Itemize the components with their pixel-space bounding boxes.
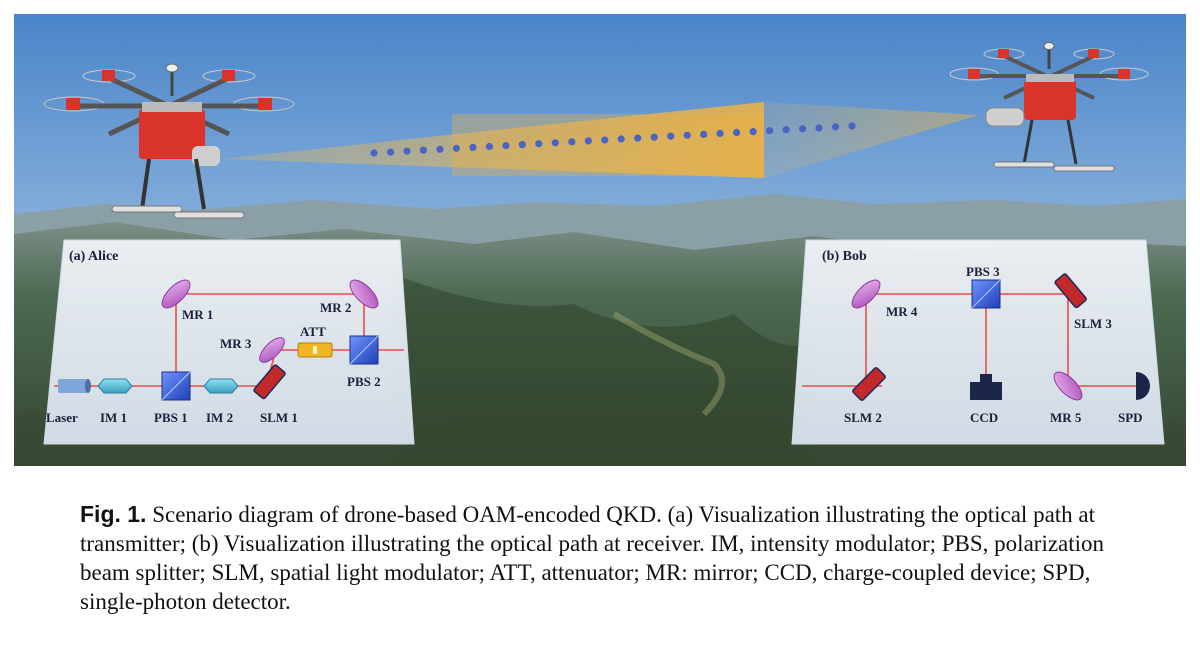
beam-receiver-cone — [764, 102, 979, 178]
photon-dot — [568, 138, 576, 146]
att-label: ATT — [300, 324, 326, 339]
beam-splitter-icon — [349, 335, 379, 365]
photon-dot — [518, 141, 526, 149]
slm-icon — [852, 367, 886, 401]
slm3-label: SLM 3 — [1074, 316, 1112, 331]
ccd-icon — [970, 374, 1002, 400]
photon-stream — [370, 122, 856, 157]
modulator-icon — [97, 378, 133, 394]
laser-icon — [58, 379, 91, 393]
photon-dot — [815, 124, 823, 132]
photon-dot — [601, 136, 609, 144]
caption-label: Fig. 1. — [80, 501, 147, 527]
photon-dot — [667, 132, 675, 140]
valley-floor — [612, 311, 725, 417]
pbs3-label: PBS 3 — [966, 264, 1000, 279]
scenario-diagram: (a) Alice Laser IM 1 PBS 1 IM 2 — [14, 14, 1186, 466]
pbs2-label: PBS 2 — [347, 374, 381, 389]
mr2-label: MR 2 — [320, 300, 351, 315]
slm1-label: SLM 1 — [260, 410, 298, 425]
photon-dot — [683, 131, 691, 139]
photon-dot — [650, 133, 658, 141]
mirror-icon — [851, 279, 881, 309]
alice-panel-background — [43, 239, 415, 445]
im1-label: IM 1 — [100, 410, 127, 425]
mr4-label: MR 4 — [886, 304, 918, 319]
photon-dot — [469, 143, 477, 151]
valley-shadow — [394, 274, 814, 466]
photon-dot — [799, 125, 807, 133]
photon-dot — [733, 128, 741, 137]
drone-alice-icon — [43, 63, 295, 219]
ccd-label: CCD — [970, 410, 998, 425]
beam-cone — [219, 102, 764, 178]
photon-dot — [419, 146, 427, 154]
photon-dot — [452, 144, 460, 152]
modulator-icon — [203, 378, 239, 394]
photon-dot — [403, 147, 411, 155]
beam-splitter-icon — [971, 279, 1001, 309]
photon-dot — [634, 134, 642, 142]
mirror-icon — [259, 337, 285, 363]
photon-dot — [386, 148, 395, 156]
spd-label: SPD — [1118, 410, 1143, 425]
pbs1-label: PBS 1 — [154, 410, 188, 425]
photon-dot — [535, 140, 543, 148]
spd-icon — [1136, 372, 1150, 400]
mr1-label: MR 1 — [182, 307, 213, 322]
photon-dot — [370, 149, 378, 157]
photon-dot — [700, 130, 708, 138]
photon-dot — [716, 129, 724, 137]
photon-dot — [436, 145, 444, 153]
bob-panel: (b) Bob MR 4 PBS 3 SLM 3 SLM 2 — [791, 239, 1165, 445]
photon-dot — [831, 123, 840, 131]
photon-dot — [766, 127, 774, 135]
slm2-label: SLM 2 — [844, 410, 882, 425]
photon-dot — [782, 126, 790, 134]
mr5-label: MR 5 — [1050, 410, 1082, 425]
alice-panel: (a) Alice Laser IM 1 PBS 1 IM 2 — [43, 239, 415, 445]
attenuator-icon — [297, 342, 333, 358]
alice-panel-title: (a) Alice — [69, 249, 118, 264]
laser-label: Laser — [46, 410, 78, 425]
bob-panel-title: (b) Bob — [822, 249, 867, 264]
beam-splitter-icon — [161, 371, 191, 401]
photon-dot — [584, 137, 592, 145]
mirror-icon — [1053, 371, 1083, 401]
mirror-icon — [161, 279, 191, 309]
figure-caption: Fig. 1. Scenario diagram of drone-based … — [80, 500, 1140, 616]
photon-dot — [502, 142, 510, 150]
photon-dot — [551, 139, 559, 147]
drone-bob-icon — [949, 42, 1149, 172]
slm-icon — [253, 364, 286, 400]
mr3-label: MR 3 — [220, 336, 252, 351]
photon-dot — [617, 135, 625, 143]
photon-dot — [848, 122, 856, 130]
slm-icon — [1054, 273, 1087, 309]
photon-dot — [749, 128, 757, 136]
photon-dot — [485, 142, 493, 151]
beam-highlight — [452, 114, 764, 176]
figure-illustration: (a) Alice Laser IM 1 PBS 1 IM 2 — [14, 14, 1186, 466]
caption-text: Scenario diagram of drone-based OAM-enco… — [80, 502, 1105, 614]
mirror-icon — [349, 279, 379, 309]
im2-label: IM 2 — [206, 410, 233, 425]
